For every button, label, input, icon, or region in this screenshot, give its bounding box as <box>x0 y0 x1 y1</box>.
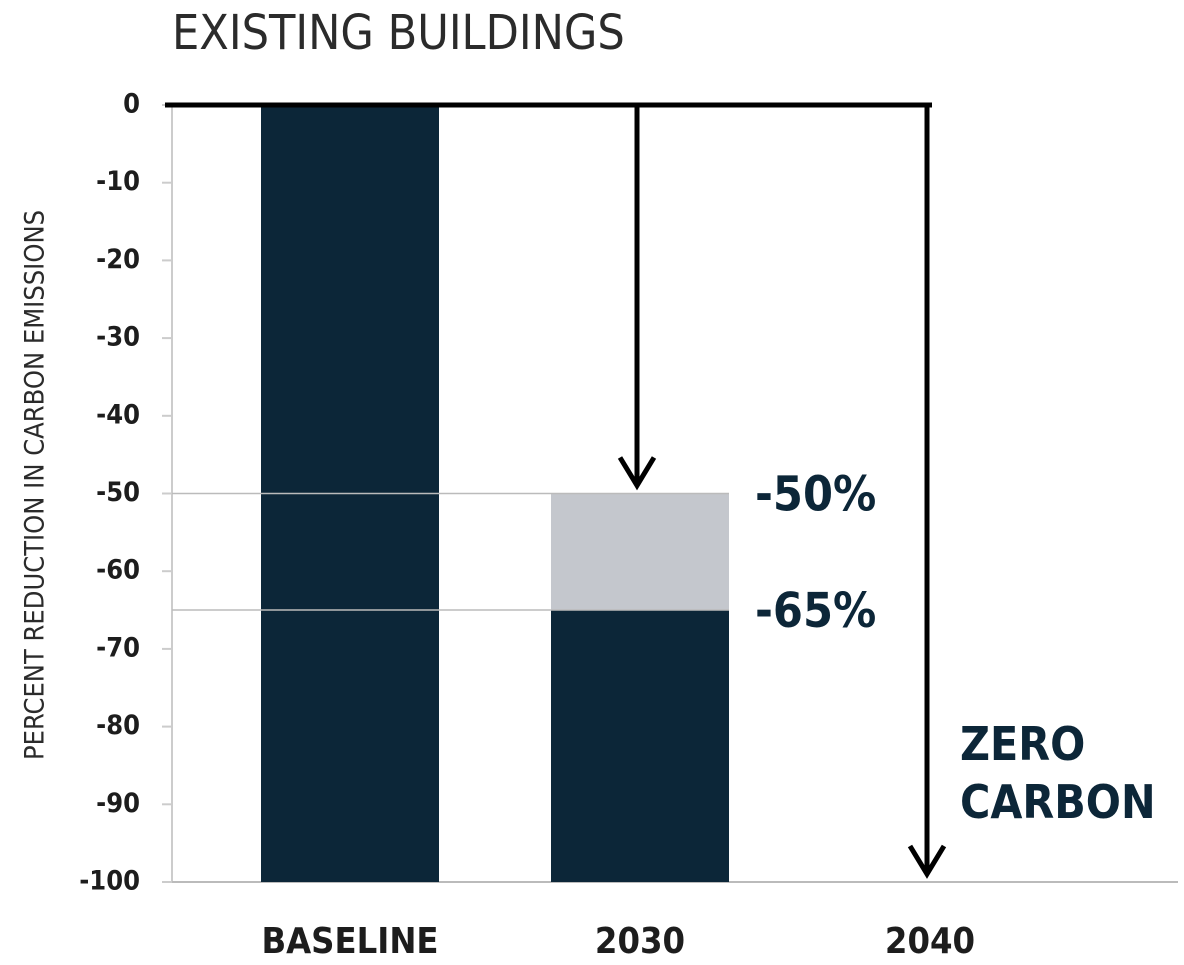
y-tick-label: -70 <box>96 632 140 663</box>
arrow-head <box>907 844 947 879</box>
annotation: ZERO CARBON <box>960 717 1156 829</box>
annotation: -65% <box>755 583 876 639</box>
x-tick-label: 2030 <box>595 921 685 962</box>
y-tick-label: -50 <box>96 477 140 508</box>
arrow-head <box>617 456 657 491</box>
annotation-text: ZERO CARBON <box>960 717 1156 829</box>
y-tick-label: -30 <box>96 322 140 353</box>
x-tick-label: BASELINE <box>261 921 438 962</box>
chart-title: EXISTING BUILDINGS <box>172 5 625 61</box>
y-tick-label: -80 <box>96 710 140 741</box>
x-tick-label: 2040 <box>885 921 975 962</box>
y-tick-label: 0 <box>123 89 140 120</box>
y-tick-label: -90 <box>96 788 140 819</box>
y-tick-label: -10 <box>96 166 140 197</box>
y-tick-label: -40 <box>96 399 140 430</box>
annotation: -50% <box>755 467 876 523</box>
y-tick-label: -100 <box>79 866 140 897</box>
y-tick-label: -60 <box>96 555 140 586</box>
y-axis-label: PERCENT REDUCTION IN CARBON EMISSIONS <box>20 210 51 760</box>
y-tick-label: -20 <box>96 244 140 275</box>
bar <box>551 610 729 882</box>
